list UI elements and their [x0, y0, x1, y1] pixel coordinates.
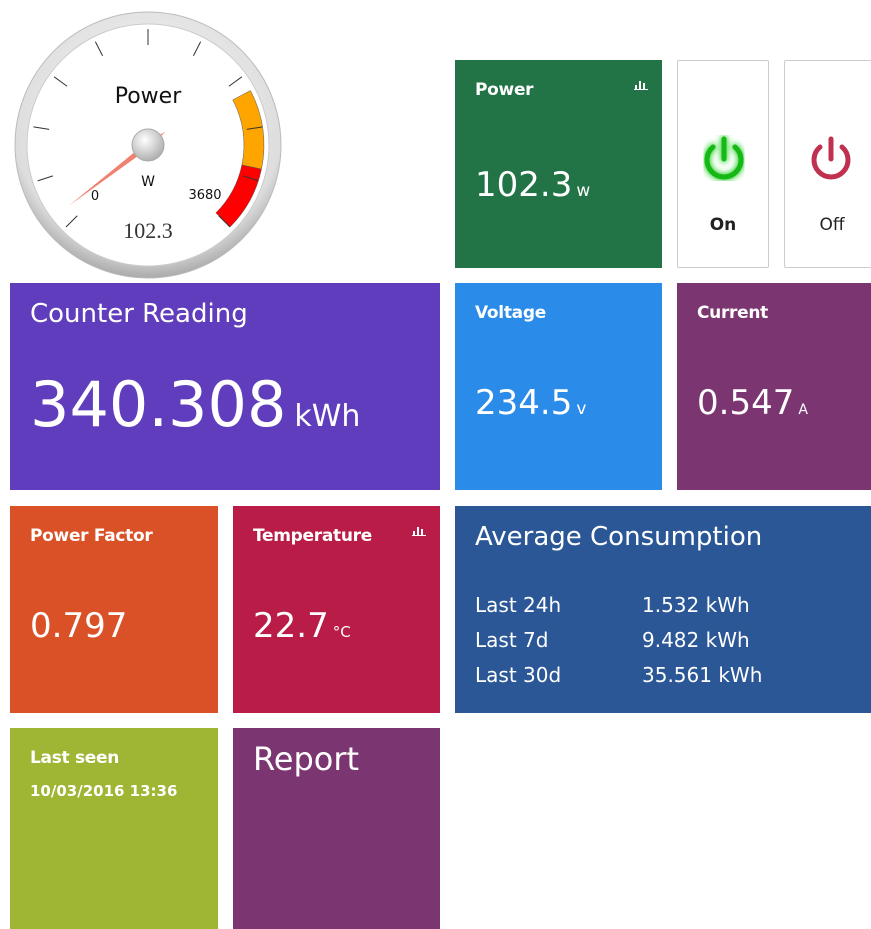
tile-unit: w	[576, 181, 590, 201]
tile-label: Counter Reading	[30, 299, 420, 329]
on-button[interactable]: On	[677, 60, 769, 268]
temperature-tile[interactable]: Temperature 22.7°C	[233, 506, 440, 713]
off-label: Off	[785, 215, 871, 235]
tile-value: 102.3	[475, 165, 572, 205]
chart-icon	[412, 524, 426, 536]
report-tile[interactable]: Report	[233, 728, 440, 929]
tile-label: Temperature	[253, 526, 420, 546]
average-value: 9.482 kWh	[642, 623, 750, 658]
off-button[interactable]: Off	[784, 60, 871, 268]
tile-label: Voltage	[475, 303, 642, 323]
power-icon	[801, 129, 861, 189]
power-icon	[694, 129, 754, 189]
tile-label: Power	[475, 80, 642, 100]
gauge-title: Power	[115, 84, 182, 109]
power-factor-tile[interactable]: Power Factor 0.797	[10, 506, 218, 713]
tile-label: Report	[253, 740, 420, 778]
gauge-min: 0	[91, 189, 99, 204]
tile-unit: °C	[333, 623, 351, 641]
gauge: Power W 0 3680 102.3	[0, 0, 300, 280]
tile-label: Average Consumption	[475, 522, 851, 552]
dashboard: Power W 0 3680 102.3 Power 102.3w On Off…	[0, 0, 871, 929]
tile-label: Power Factor	[30, 526, 198, 546]
average-value: 1.532 kWh	[642, 588, 750, 623]
tile-unit: v	[576, 399, 586, 419]
gauge-hub	[132, 129, 164, 161]
chart-icon	[634, 78, 648, 90]
average-period: Last 30d	[475, 658, 642, 693]
tile-unit: kWh	[294, 399, 360, 434]
tile-label: Current	[697, 303, 851, 323]
gauge-max: 3680	[188, 188, 221, 203]
tile-value: 0.547	[697, 383, 794, 423]
average-period: Last 7d	[475, 623, 642, 658]
gauge-value: 102.3	[123, 218, 173, 243]
tile-value: 234.5	[475, 383, 572, 423]
average-value: 35.561 kWh	[642, 658, 762, 693]
tile-label: Last seen	[30, 748, 198, 768]
tile-unit: A	[798, 402, 808, 418]
tile-value: 10/03/2016 13:36	[30, 782, 198, 800]
gauge-unit: W	[141, 174, 155, 190]
tile-value: 340.308	[30, 368, 286, 441]
tile-value: 0.797	[30, 606, 127, 646]
average-period: Last 24h	[475, 588, 642, 623]
last-seen-tile[interactable]: Last seen 10/03/2016 13:36	[10, 728, 218, 929]
on-label: On	[678, 215, 768, 235]
tile-value: 22.7	[253, 606, 329, 646]
